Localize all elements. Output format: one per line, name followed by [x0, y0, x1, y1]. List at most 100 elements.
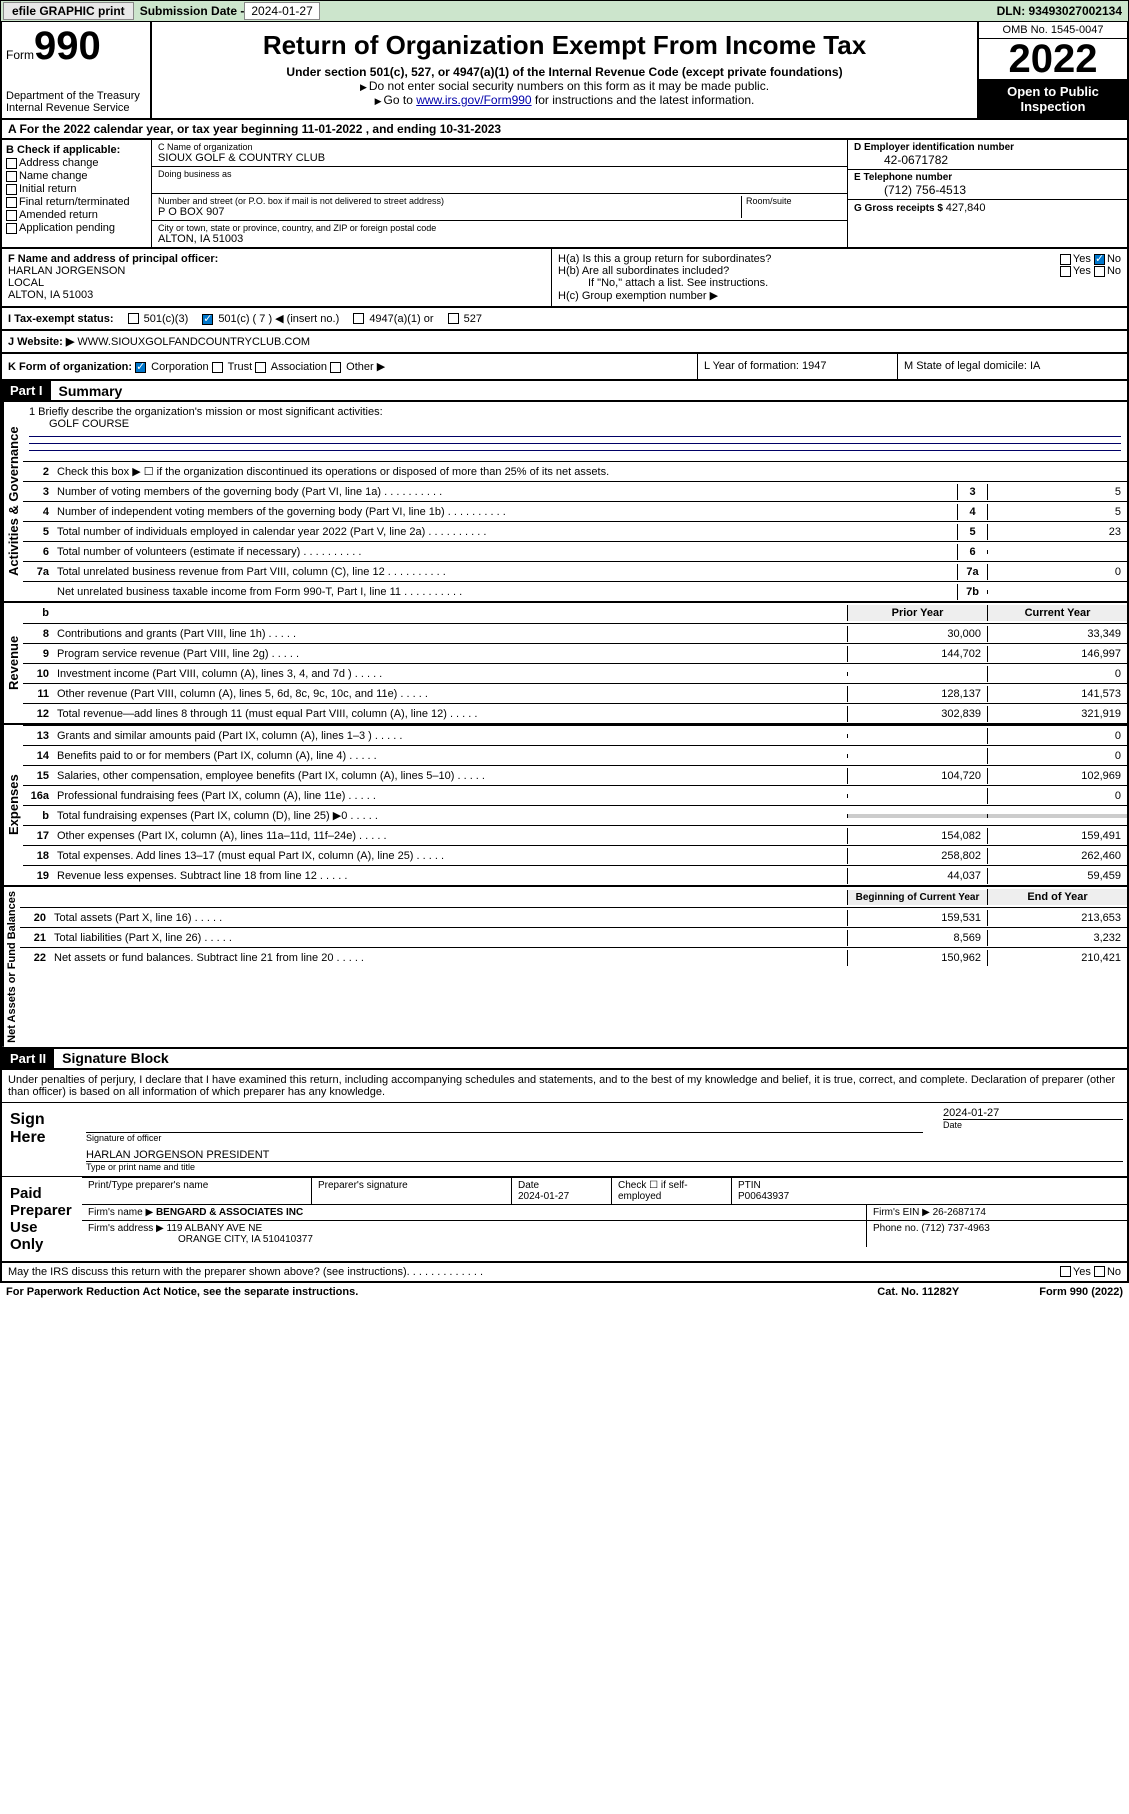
may-discuss-row: May the IRS discuss this return with the…: [0, 1263, 1129, 1283]
revenue-line: 8Contributions and grants (Part VIII, li…: [23, 623, 1127, 643]
hc-label: H(c) Group exemption number ▶: [558, 289, 1121, 302]
gross-label: G Gross receipts $: [854, 203, 946, 214]
chk-trust[interactable]: [212, 362, 223, 373]
col-c: C Name of organization SIOUX GOLF & COUN…: [152, 140, 847, 247]
chk-name-change[interactable]: [6, 171, 17, 182]
vert-label-expenses: Expenses: [2, 725, 23, 885]
officer-addr2: ALTON, IA 51003: [8, 289, 545, 301]
row-i: I Tax-exempt status: 501(c)(3) 501(c) ( …: [0, 308, 1129, 331]
gov-line: Net unrelated business taxable income fr…: [23, 581, 1127, 601]
section-governance: Activities & Governance 1 Briefly descri…: [0, 402, 1129, 603]
chk-corp[interactable]: [135, 362, 146, 373]
expense-line: 16aProfessional fundraising fees (Part I…: [23, 785, 1127, 805]
prep-name-hdr: Print/Type preparer's name: [82, 1178, 312, 1204]
hb-note: If "No," attach a list. See instructions…: [558, 277, 1121, 289]
net-line: 22Net assets or fund balances. Subtract …: [20, 947, 1127, 967]
expense-line: 19Revenue less expenses. Subtract line 1…: [23, 865, 1127, 885]
sig-officer-label: Signature of officer: [86, 1133, 923, 1143]
irs-link[interactable]: www.irs.gov/Form990: [416, 93, 531, 107]
chk-527[interactable]: [448, 313, 459, 324]
chk-other[interactable]: [330, 362, 341, 373]
revenue-line: 11Other revenue (Part VIII, column (A), …: [23, 683, 1127, 703]
sig-date: 2024-01-27: [943, 1107, 1123, 1119]
open-to-public: Open to Public Inspection: [979, 80, 1127, 118]
note-goto-pre: Go to: [384, 93, 417, 107]
chk-501c3[interactable]: [128, 313, 139, 324]
expense-line: 15Salaries, other compensation, employee…: [23, 765, 1127, 785]
officer-addr1: LOCAL: [8, 277, 545, 289]
form-title: Return of Organization Exempt From Incom…: [156, 30, 973, 61]
hb-no[interactable]: [1094, 266, 1105, 277]
section-bcd: B Check if applicable: Address change Na…: [0, 140, 1129, 249]
chk-address-change[interactable]: [6, 158, 17, 169]
gov-line: 3Number of voting members of the governi…: [23, 481, 1127, 501]
efile-print-button[interactable]: efile GRAPHIC print: [3, 2, 134, 20]
chk-initial-return[interactable]: [6, 184, 17, 195]
submission-date: 2024-01-27: [244, 2, 319, 20]
prep-sig-hdr: Preparer's signature: [312, 1178, 512, 1204]
sign-here-label: Sign Here: [2, 1103, 82, 1176]
chk-501c[interactable]: [202, 314, 213, 325]
gov-line: 7aTotal unrelated business revenue from …: [23, 561, 1127, 581]
col-f: F Name and address of principal officer:…: [2, 249, 552, 306]
expense-line: 14Benefits paid to or for members (Part …: [23, 745, 1127, 765]
end-year-header: End of Year: [987, 889, 1127, 905]
sig-date-label: Date: [943, 1120, 1123, 1130]
tax-year: 2022: [979, 39, 1127, 80]
chk-final-return[interactable]: [6, 197, 17, 208]
chk-amended[interactable]: [6, 210, 17, 221]
col-b-header: B Check if applicable:: [6, 144, 147, 156]
expense-line: bTotal fundraising expenses (Part IX, co…: [23, 805, 1127, 825]
cat-no: Cat. No. 11282Y: [877, 1286, 959, 1298]
revenue-line: 10Investment income (Part VIII, column (…: [23, 663, 1127, 683]
row-fgh: F Name and address of principal officer:…: [0, 249, 1129, 308]
prep-date-val: 2024-01-27: [518, 1191, 569, 1202]
line-b-label: b: [23, 605, 53, 621]
dept-irs: Internal Revenue Service: [6, 102, 146, 114]
ptin-label: PTIN: [738, 1180, 761, 1191]
i-label: I Tax-exempt status:: [8, 313, 114, 325]
k-label: K Form of organization:: [8, 361, 132, 373]
j-label: J Website: ▶: [8, 336, 74, 348]
mission-answer: GOLF COURSE: [29, 418, 1121, 430]
col-b-checkboxes: B Check if applicable: Address change Na…: [2, 140, 152, 247]
ha-no[interactable]: [1094, 254, 1105, 265]
top-bar: efile GRAPHIC print Submission Date - 20…: [0, 0, 1129, 22]
m-state-domicile: M State of legal domicile: IA: [897, 354, 1127, 379]
part1-label: Part I: [2, 381, 51, 400]
type-name-label: Type or print name and title: [86, 1162, 1123, 1172]
firm-addr-label: Firm's address ▶: [88, 1223, 164, 1234]
row-k: K Form of organization: Corporation Trus…: [0, 354, 1129, 381]
expense-line: 17Other expenses (Part IX, column (A), l…: [23, 825, 1127, 845]
ha-yes[interactable]: [1060, 254, 1071, 265]
gov-line: 4Number of independent voting members of…: [23, 501, 1127, 521]
gov-line: 5Total number of individuals employed in…: [23, 521, 1127, 541]
section-expenses: Expenses 13Grants and similar amounts pa…: [0, 725, 1129, 887]
form-subtitle: Under section 501(c), 527, or 4947(a)(1)…: [156, 65, 973, 79]
net-line: 21Total liabilities (Part X, line 26) . …: [20, 927, 1127, 947]
prep-self-emp: Check ☐ if self-employed: [612, 1178, 732, 1204]
part1-title: Summary: [51, 383, 123, 399]
l-year-formation: L Year of formation: 1947: [697, 354, 897, 379]
hb-yes[interactable]: [1060, 266, 1071, 277]
discuss-yes[interactable]: [1060, 1266, 1071, 1277]
submission-label: Submission Date -: [136, 4, 245, 18]
beginning-year-header: Beginning of Current Year: [847, 890, 987, 905]
vert-label-net: Net Assets or Fund Balances: [2, 887, 20, 1047]
chk-app-pending[interactable]: [6, 223, 17, 234]
form-number: 990: [34, 24, 101, 68]
revenue-line: 12Total revenue—add lines 8 through 11 (…: [23, 703, 1127, 723]
firm-addr1: 119 ALBANY AVE NE: [167, 1223, 263, 1234]
ha-label: H(a) Is this a group return for subordin…: [558, 253, 771, 265]
ptin-value: P00643937: [738, 1191, 789, 1202]
chk-4947[interactable]: [353, 313, 364, 324]
chk-assoc[interactable]: [255, 362, 266, 373]
may-discuss-text: May the IRS discuss this return with the…: [8, 1266, 407, 1278]
dba-label: Doing business as: [158, 169, 841, 179]
form-header: Form990 Department of the Treasury Inter…: [0, 22, 1129, 120]
net-line: 20Total assets (Part X, line 16) . . . .…: [20, 907, 1127, 927]
discuss-no[interactable]: [1094, 1266, 1105, 1277]
col-d: D Employer identification number 42-0671…: [847, 140, 1127, 247]
addr-label: Number and street (or P.O. box if mail i…: [158, 196, 741, 206]
section-net-assets: Net Assets or Fund Balances Beginning of…: [0, 887, 1129, 1049]
